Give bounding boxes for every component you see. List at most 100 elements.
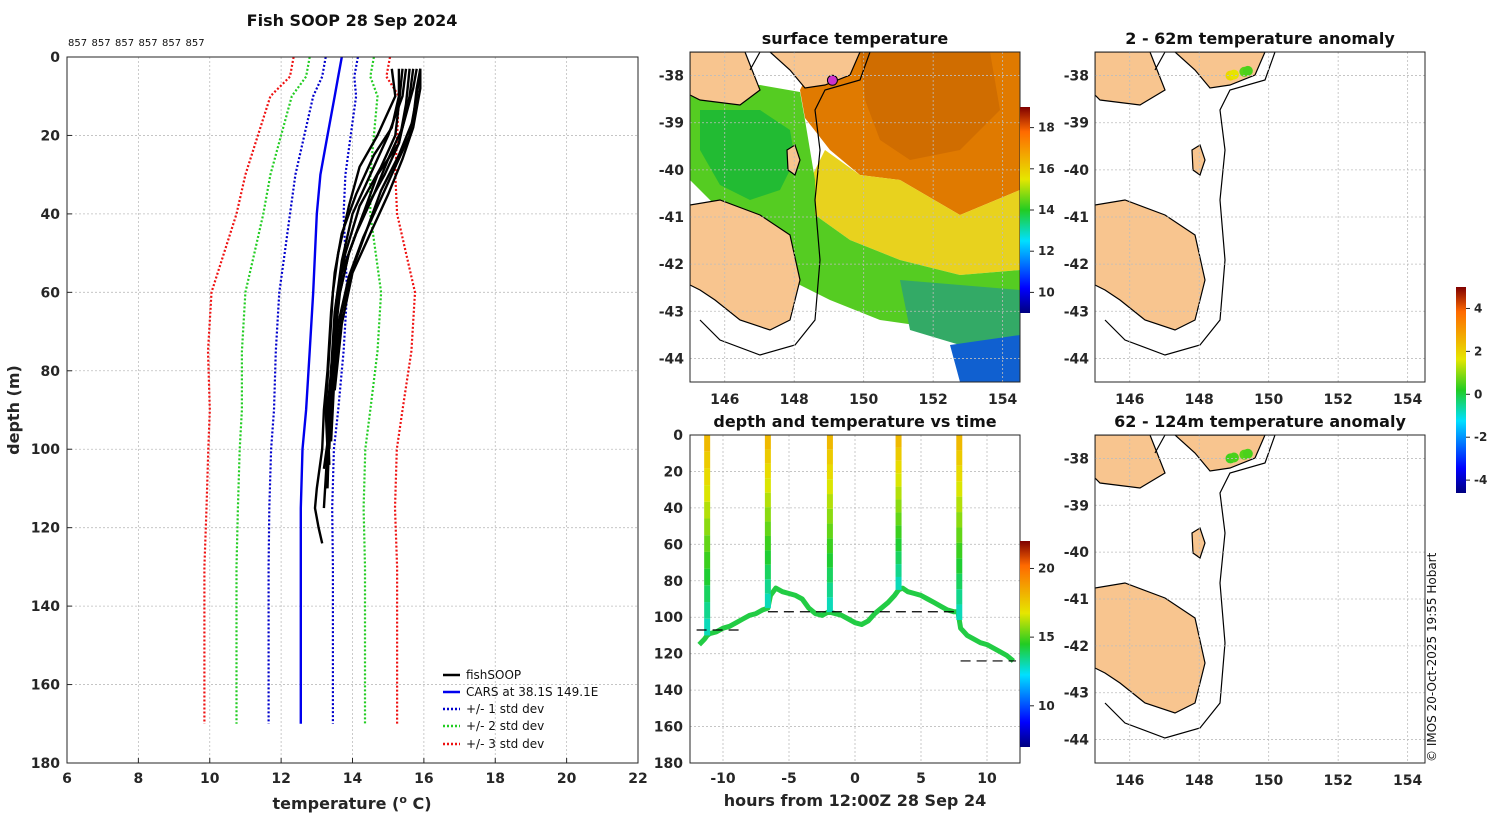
anom1-xtick-label: 152 — [1324, 392, 1353, 408]
anom1-land-tasmania — [1095, 199, 1206, 331]
anom2-ytick-label: -43 — [1064, 686, 1089, 702]
anom1-land-victoria — [1095, 52, 1166, 106]
legend-cars: CARS at 38.1S 149.1E — [466, 685, 598, 699]
anom2-flinders-island — [1191, 527, 1206, 559]
anom1-ytick-label: -43 — [1064, 304, 1089, 320]
profile-ytick-label: 160 — [31, 678, 60, 694]
anom1-map — [1095, 52, 1276, 356]
legend-std2: +/- 2 std dev — [466, 719, 544, 733]
sst-colorbar — [1020, 107, 1030, 313]
anom2-point-4 — [1242, 448, 1253, 459]
anom2-isobath — [1104, 435, 1276, 739]
profile-xtick-label: 14 — [343, 771, 363, 787]
profile-top-label: 857 — [68, 38, 87, 49]
anom2-xtick-label: 152 — [1324, 773, 1353, 789]
dt-ytick-label: 40 — [664, 501, 684, 517]
dt-title: depth and temperature vs time — [713, 412, 996, 431]
dt-ytick-label: 160 — [654, 720, 683, 736]
profile-xtick-label: 16 — [414, 771, 433, 787]
sst-colorbar-tick-label: 10 — [1038, 285, 1055, 299]
sst-bass-strait — [700, 110, 795, 200]
sst-grid — [690, 52, 1020, 382]
profile-ytick-label: 120 — [31, 521, 60, 537]
dt-colorbar-tick-label: 10 — [1038, 699, 1055, 713]
profile-ytick-label: 0 — [50, 50, 60, 66]
dt-ytick-label: 100 — [654, 610, 683, 626]
anom1-ytick-label: -41 — [1064, 210, 1089, 226]
sst-xtick-label: 150 — [849, 392, 878, 408]
profile-std1-line-right — [331, 56, 359, 724]
dt-xtick-label: -5 — [781, 771, 797, 787]
profile-title: Fish SOOP 28 Sep 2024 — [247, 11, 458, 30]
profile-ytick-label: 80 — [41, 364, 61, 380]
profile-top-label: 857 — [92, 38, 111, 49]
sst-xtick-label: 152 — [919, 392, 948, 408]
sst-xtick-label: 154 — [988, 392, 1017, 408]
anomaly-colorbar-tick-label: -2 — [1474, 430, 1487, 444]
sst-isobath — [699, 52, 871, 356]
profile-top-label: 857 — [115, 38, 134, 49]
sst-xtick-label: 148 — [780, 392, 809, 408]
profile-std2-line-right — [362, 56, 383, 724]
anom2-xtick-label: 150 — [1254, 773, 1283, 789]
anom1-land-east — [1174, 52, 1266, 89]
anomaly-colorbar-tick-label: 2 — [1474, 344, 1482, 358]
anom1-xtick-label: 154 — [1393, 392, 1422, 408]
anom1-ytick-label: -39 — [1064, 116, 1089, 132]
profile-top-label: 857 — [186, 38, 205, 49]
anom1-flinders-island — [1191, 144, 1206, 176]
anom2-ytick-label: -38 — [1064, 451, 1089, 467]
profile-top-labels: 857 857 857 857 857 857 — [68, 38, 205, 49]
sst-colorbar-tick-label: 14 — [1038, 203, 1055, 217]
dt-xtick-label: 5 — [916, 771, 926, 787]
anom2-xtick-label: 146 — [1115, 773, 1144, 789]
profile-xtick-label: 18 — [486, 771, 505, 787]
profile-cars-mean-line — [299, 56, 343, 724]
dt-xtick-label: -10 — [710, 771, 736, 787]
profile-top-label: 857 — [139, 38, 158, 49]
anom2-title: 62 - 124m temperature anomaly — [1114, 412, 1406, 431]
profile-legend: fishSOOP CARS at 38.1S 149.1E +/- 1 std … — [443, 668, 598, 751]
legend-fishsoop: fishSOOP — [466, 668, 521, 682]
profile-xtick-label: 6 — [62, 771, 72, 787]
anom1-xtick-label: 146 — [1115, 392, 1144, 408]
sst-ytick-label: -43 — [659, 304, 684, 320]
profile-xtick-label: 12 — [271, 771, 290, 787]
legend-std3: +/- 3 std dev — [466, 737, 544, 751]
dt-colorbar-ticks: 10 15 20 — [1030, 561, 1055, 713]
legend-std1: +/- 1 std dev — [466, 702, 544, 716]
anom1-ytick-label: -38 — [1064, 69, 1089, 85]
copyright: © IMOS 20-Oct-2025 19:55 Hobart — [1425, 552, 1439, 762]
anom2-xtick-label: 148 — [1185, 773, 1214, 789]
anom2-map — [1095, 435, 1276, 739]
profile-fishsoop-cast-9 — [329, 68, 422, 442]
profile-grid — [67, 57, 638, 763]
profile-std1-line-left — [267, 56, 327, 724]
anom1-isobath — [1104, 52, 1276, 356]
dt-ytick-label: 60 — [664, 537, 684, 553]
profile-xlabel: temperature (o C) — [272, 793, 431, 813]
profile-top-label: 857 — [162, 38, 181, 49]
dt-ytick-label: 80 — [664, 574, 684, 590]
anom1-xtick-label: 150 — [1254, 392, 1283, 408]
anom2-ytick-label: -41 — [1064, 592, 1089, 608]
anom2-ticks: 146 148 150 152 154 -38 -39 -40 -41 -42 -43 -44 — [1064, 451, 1423, 789]
anom1-points — [1225, 65, 1253, 81]
sst-teal-patch — [900, 280, 1020, 350]
profile-ticks: 6 8 10 12 14 16 18 20 22 0 20 40 60 80 100 120 140 160 180 — [31, 50, 648, 787]
profile-panel: Fish SOOP 28 Sep 2024 857 857 857 857 857 857… — [4, 11, 648, 813]
profile-xtick-label: 8 — [134, 771, 144, 787]
profile-xlabel-main: temperature ( — [272, 794, 399, 813]
anom1-ticks: 146 148 150 152 154 -38 -39 -40 -41 -42 -43 -44 — [1064, 69, 1423, 408]
sst-field — [690, 52, 1020, 382]
profile-fishsoop-cast-7 — [326, 68, 404, 465]
dt-data — [696, 435, 1017, 663]
anom2-point-2 — [1228, 452, 1239, 463]
anomaly-colorbar-tick-label: 0 — [1474, 387, 1482, 401]
profile-xtick-label: 22 — [628, 771, 647, 787]
profile-ytick-label: 20 — [41, 128, 61, 144]
sst-ytick-label: -40 — [659, 163, 685, 179]
sst-colorbar-ticks: 10 12 14 16 18 — [1030, 121, 1055, 299]
sst-colorbar-tick-label: 16 — [1038, 162, 1055, 176]
